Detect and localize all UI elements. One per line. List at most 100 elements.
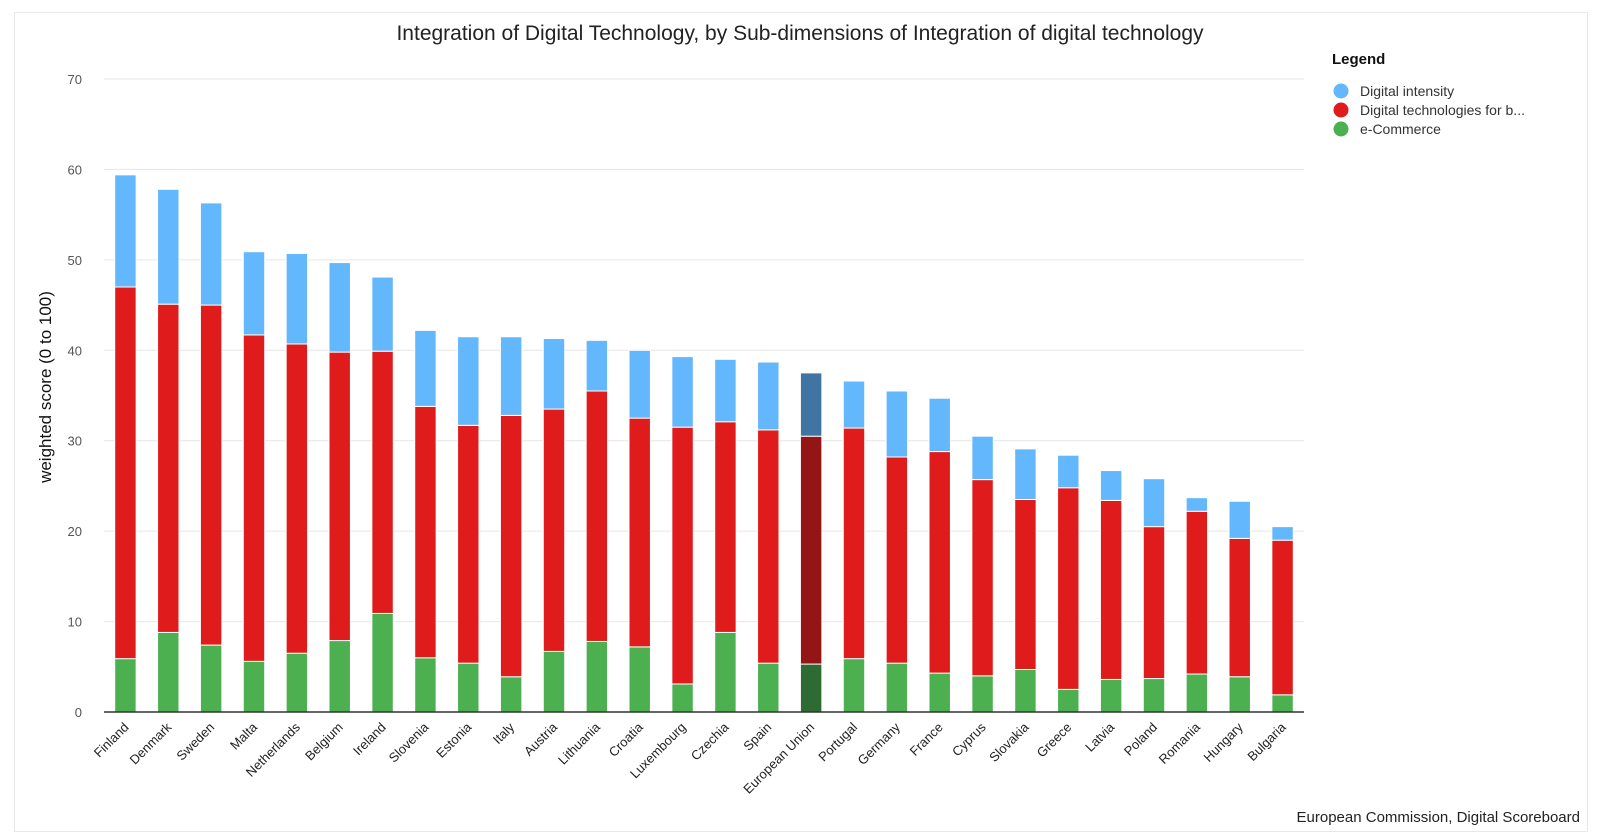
bar-segment-e-commerce[interactable] [1228,676,1251,713]
bar-segment-digital-intensity[interactable] [1142,478,1166,528]
bar-segment-digital-technologies-for-business[interactable] [1057,487,1080,690]
bar-segment-e-commerce[interactable] [199,644,223,713]
bar-segment-digital-intensity[interactable] [671,356,694,428]
bar-segment-e-commerce[interactable] [585,640,609,713]
bar-segment-digital-intensity[interactable] [628,349,651,419]
bar-segment-digital-technologies-for-business[interactable] [671,426,694,685]
bar-segment-digital-intensity[interactable] [285,253,309,345]
bar-segment-e-commerce[interactable] [671,683,694,713]
bar-segment-digital-intensity[interactable] [1228,500,1251,539]
bar-segment-digital-intensity[interactable] [842,380,866,429]
bar-segment-digital-intensity[interactable] [1014,448,1037,500]
bar-segment-digital-technologies-for-business[interactable] [928,451,951,674]
bar-segment-digital-technologies-for-business[interactable] [414,405,437,659]
bar-segment-digital-technologies-for-business[interactable] [885,456,909,664]
bar-segment-digital-technologies-for-business[interactable] [971,479,994,677]
bar-segment-digital-technologies-for-business[interactable] [1185,510,1209,675]
bar-segment-e-commerce[interactable] [157,631,180,713]
bar-segment-digital-technologies-for-business[interactable] [799,435,823,665]
legend-marker[interactable] [1333,102,1349,118]
bar-segment-digital-technologies-for-business[interactable] [842,427,866,660]
bar-segment-e-commerce[interactable] [1014,668,1037,713]
bar-segment-digital-intensity[interactable] [328,262,351,353]
bar-segment-digital-technologies-for-business[interactable] [242,334,266,662]
bar-segment-digital-intensity[interactable] [242,251,266,336]
bar-segment-e-commerce[interactable] [628,646,651,713]
bar-segment-e-commerce[interactable] [1185,673,1209,713]
bar-segment-e-commerce[interactable] [414,657,437,713]
bar-segment-e-commerce[interactable] [928,672,951,713]
bar-segment-e-commerce[interactable] [328,640,351,713]
bar-segment-digital-intensity[interactable] [157,188,180,305]
bar-segment-digital-intensity[interactable] [757,361,780,431]
x-tick-label: Germany [855,719,904,768]
bar-segment-digital-technologies-for-business[interactable] [757,429,780,664]
bar-segment-e-commerce[interactable] [971,675,994,713]
x-tick-label: Ireland [350,720,389,759]
bar-segment-digital-technologies-for-business[interactable] [1099,499,1123,680]
x-tick-label: Estonia [433,719,475,761]
bar-segment-digital-intensity[interactable] [457,336,480,426]
bar-segment-e-commerce[interactable] [371,612,394,713]
bar-segment-digital-technologies-for-business[interactable] [542,408,566,652]
bar-segment-e-commerce[interactable] [1057,688,1080,713]
bar-segment-e-commerce[interactable] [842,658,866,713]
legend[interactable]: Digital intensity Digital technologies fo… [1333,83,1525,137]
bar-segment-digital-intensity[interactable] [371,276,394,352]
bar-segment-e-commerce[interactable] [242,660,266,713]
bar-segment-digital-intensity[interactable] [1057,454,1080,489]
bar-segment-digital-technologies-for-business[interactable] [157,303,180,633]
bar-segment-e-commerce[interactable] [1099,678,1123,713]
bar-segment-e-commerce[interactable] [457,662,480,713]
bar-segment-digital-technologies-for-business[interactable] [1228,537,1251,678]
bar-segment-digital-technologies-for-business[interactable] [499,414,523,678]
bar-segment-digital-intensity[interactable] [114,174,137,288]
y-tick-label: 60 [68,162,82,177]
bar-segment-e-commerce[interactable] [542,650,566,713]
bar-segment-digital-technologies-for-business[interactable] [628,417,651,648]
bar-segment-e-commerce[interactable] [885,662,909,713]
bar-segment-digital-technologies-for-business[interactable] [199,304,223,646]
bar-segment-digital-intensity[interactable] [971,435,994,481]
y-tick-label: 20 [68,524,82,539]
bar-segment-digital-intensity[interactable] [499,336,523,416]
bar-segment-e-commerce[interactable] [499,676,523,713]
x-tick-label: Austria [521,719,561,759]
bar-segment-digital-intensity[interactable] [1271,526,1294,541]
bar-segment-digital-intensity[interactable] [885,390,909,458]
bar-segment-e-commerce[interactable] [799,663,823,713]
bar-segment-e-commerce[interactable] [1271,694,1294,713]
bar-segment-e-commerce[interactable] [714,631,737,713]
bar-segment-digital-intensity[interactable] [542,338,566,410]
bar-segment-digital-intensity[interactable] [928,397,951,453]
legend-item-label[interactable]: Digital intensity [1360,83,1454,99]
bar-segment-e-commerce[interactable] [757,662,780,713]
bar-segment-digital-intensity[interactable] [799,372,823,437]
bar-segment-digital-intensity[interactable] [1185,497,1209,512]
gridlines [104,78,1304,623]
legend-marker[interactable] [1333,121,1349,137]
y-tick-label: 0 [75,705,82,720]
legend-marker[interactable] [1333,83,1349,99]
bar-segment-digital-intensity[interactable] [1099,470,1123,501]
legend-item-label[interactable]: e-Commerce [1360,121,1441,137]
bar-segment-digital-technologies-for-business[interactable] [714,421,737,633]
bar-segment-digital-technologies-for-business[interactable] [585,390,609,642]
bar-segment-digital-technologies-for-business[interactable] [371,350,394,614]
bar-segment-digital-intensity[interactable] [414,329,437,407]
bar-segment-digital-technologies-for-business[interactable] [1014,498,1037,670]
bar-segment-digital-technologies-for-business[interactable] [1142,526,1166,680]
bar-segment-digital-technologies-for-business[interactable] [285,343,309,654]
bar-segment-e-commerce[interactable] [114,658,137,713]
bar-segment-digital-intensity[interactable] [199,202,223,306]
bar-segment-digital-intensity[interactable] [714,358,737,423]
bar-segment-digital-technologies-for-business[interactable] [114,286,137,660]
legend-item-label[interactable]: Digital technologies for b... [1360,102,1525,118]
bar-segment-digital-intensity[interactable] [585,339,609,392]
bar-segment-digital-technologies-for-business[interactable] [1271,539,1294,696]
bar-segment-digital-technologies-for-business[interactable] [457,424,480,664]
bar-segment-digital-technologies-for-business[interactable] [328,351,351,642]
bar-segment-e-commerce[interactable] [1142,678,1166,713]
bar-segment-e-commerce[interactable] [285,652,309,713]
